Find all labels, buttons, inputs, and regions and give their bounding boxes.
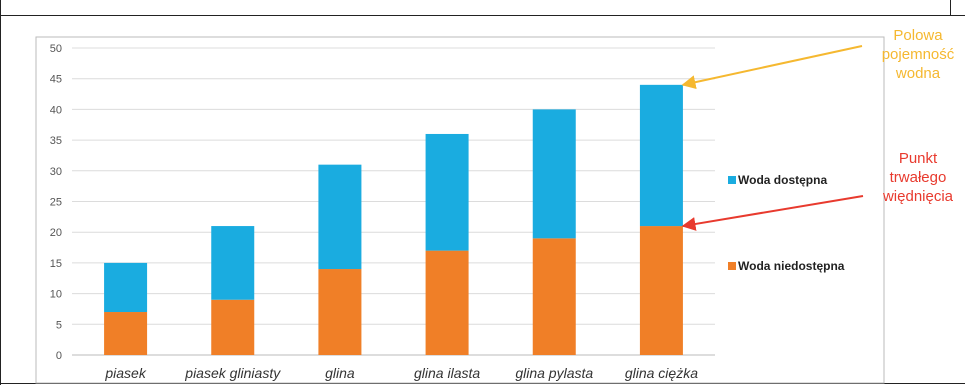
annotation-text: więdnięcia <box>882 188 954 205</box>
frame-right-edge <box>950 0 951 16</box>
x-category-label: glina <box>325 365 355 381</box>
bar-segment <box>425 250 469 355</box>
bar-segment <box>639 84 683 227</box>
y-tick-label: 20 <box>50 227 62 239</box>
bar-segment <box>425 133 469 251</box>
y-tick-label: 0 <box>56 350 62 362</box>
bar-segment <box>104 312 148 355</box>
annotation-arrow <box>681 195 864 231</box>
bar-segment <box>639 226 683 355</box>
x-category-label: piasek <box>104 365 146 381</box>
window-top-bar <box>0 0 965 16</box>
plot-border <box>35 36 885 384</box>
x-category-label: glina pylasta <box>515 365 593 381</box>
annotation-text: trwałego <box>890 169 947 186</box>
y-tick-label: 5 <box>56 319 62 331</box>
bar-segment <box>104 262 148 313</box>
bar-segment <box>318 269 362 355</box>
y-tick-label: 50 <box>50 43 62 55</box>
y-tick-label: 10 <box>50 289 62 301</box>
y-tick-label: 40 <box>50 104 62 116</box>
legend-label: Woda niedostępna <box>738 259 845 273</box>
bar-segment <box>211 226 255 300</box>
x-category-label: glina ilasta <box>414 365 480 381</box>
y-tick-label: 15 <box>50 258 62 270</box>
legend-swatch <box>728 262 736 270</box>
y-tick-label: 45 <box>50 74 62 86</box>
legend-swatch <box>728 176 736 184</box>
bar-segment <box>318 164 362 270</box>
x-category-label: glina ciężka <box>625 365 698 381</box>
annotation-arrow <box>681 45 863 90</box>
legend-label: Woda dostępna <box>738 173 827 187</box>
bar-segment <box>532 109 576 239</box>
y-tick-label: 30 <box>50 166 62 178</box>
x-category-label: piasek gliniasty <box>184 365 281 381</box>
frame-left-edge <box>0 0 1 385</box>
bar-segment <box>532 238 576 355</box>
y-tick-label: 35 <box>50 135 62 147</box>
annotation-text: Polowa <box>893 27 943 44</box>
bar-segment <box>211 299 255 355</box>
annotation-text: wodna <box>895 65 941 82</box>
annotation-text: pojemność <box>882 46 955 63</box>
annotation-text: Punkt <box>899 150 938 167</box>
y-tick-label: 25 <box>50 197 62 209</box>
